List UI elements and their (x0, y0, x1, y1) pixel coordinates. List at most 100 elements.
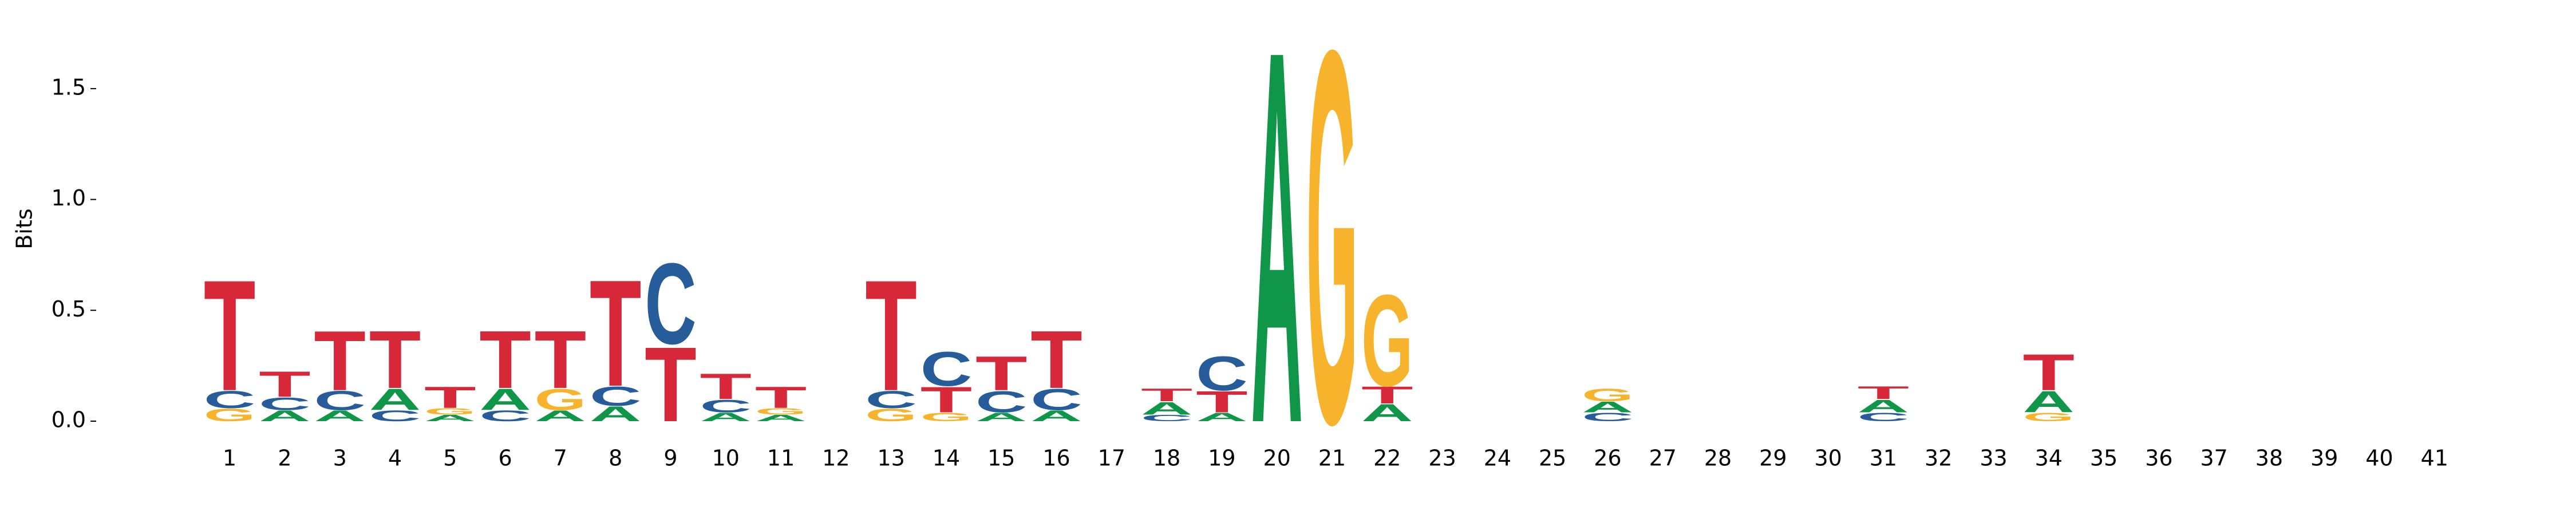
logo-letter: A (424, 413, 476, 423)
logo-letter: T (535, 314, 587, 406)
x-tick-label: 6 (499, 446, 512, 471)
logo-letter: T (2023, 344, 2075, 401)
logo-letter: C (1030, 383, 1082, 417)
logo-letter: A (1251, 0, 1303, 515)
logo-letter: A (2023, 385, 2075, 419)
logo-letter: A (369, 383, 421, 417)
logo-letter: T (645, 325, 697, 444)
logo-letter: C (1141, 413, 1193, 423)
logo-letter: T (1141, 385, 1193, 405)
logo-letter: T (369, 314, 421, 406)
x-tick-label: 9 (663, 446, 677, 471)
x-tick-label: 11 (767, 446, 795, 471)
logo-letter: G (1306, 0, 1358, 515)
logo-letter: G (204, 405, 256, 425)
logo-letter: G (1361, 268, 1413, 414)
logo-letter: A (1030, 407, 1082, 425)
logo-letter: A (535, 407, 587, 425)
x-tick-label: 13 (877, 446, 904, 471)
logo-letter: A (590, 402, 642, 425)
logo-letter: T (1196, 385, 1248, 419)
logo-letter: T (1030, 314, 1082, 406)
x-tick-label: 17 (1098, 446, 1125, 471)
x-tick-label: 25 (1539, 446, 1566, 471)
logo-letter: C (975, 385, 1028, 419)
x-tick-label: 29 (1759, 446, 1787, 471)
x-tick-label: 34 (2035, 446, 2063, 471)
x-tick-label: 22 (1373, 446, 1401, 471)
logo-letter: T (975, 346, 1028, 401)
x-tick-label: 8 (609, 446, 622, 471)
x-tick-label: 16 (1042, 446, 1070, 471)
logo-letter: G (2023, 410, 2075, 424)
y-tick-label: 1.0 (52, 185, 86, 211)
x-tick-label: 4 (388, 446, 402, 471)
logo-letter: T (700, 366, 752, 406)
x-tick-label: 40 (2365, 446, 2393, 471)
logo-letter: C (1582, 410, 1634, 424)
x-tick-label: 10 (712, 446, 740, 471)
x-tick-label: 24 (1484, 446, 1511, 471)
x-tick-label: 32 (1925, 446, 1952, 471)
logo-letter: G (1582, 385, 1634, 405)
x-tick-label: 23 (1428, 446, 1456, 471)
logo-letter: A (1858, 396, 1910, 417)
logo-letter: T (865, 248, 917, 425)
logo-letter: C (1196, 346, 1248, 401)
x-tick-label: 20 (1263, 446, 1291, 471)
x-tick-label: 2 (278, 446, 291, 471)
x-tick-label: 39 (2310, 446, 2338, 471)
logo-letter: C (645, 239, 697, 369)
x-tick-label: 37 (2200, 446, 2228, 471)
logo-letter: T (204, 248, 256, 425)
x-tick-label: 15 (987, 446, 1015, 471)
logo-letter: T (920, 379, 973, 420)
logo-letter: C (314, 385, 366, 416)
y-tick-label: 0.5 (52, 296, 86, 322)
x-tick-label: 27 (1649, 446, 1677, 471)
logo-letter: C (865, 386, 917, 414)
x-tick-label: 18 (1153, 446, 1180, 471)
x-tick-label: 7 (554, 446, 567, 471)
logo-letter: C (259, 394, 311, 414)
logo-letter: A (259, 407, 311, 425)
logo-letter: C (204, 386, 256, 414)
logo-letter: T (259, 364, 311, 405)
logo-letter: C (590, 381, 642, 412)
logo-letter: T (424, 381, 476, 414)
logo-letter: G (755, 406, 807, 417)
logo-letter: A (314, 407, 366, 425)
logo-letter: G (535, 383, 587, 417)
x-tick-label: 35 (2090, 446, 2117, 471)
x-tick-label: 19 (1208, 446, 1235, 471)
x-tick-label: 28 (1704, 446, 1732, 471)
logo-letter: T (314, 313, 366, 409)
logo-letter: A (700, 410, 752, 424)
logo-letter: A (975, 410, 1028, 424)
logo-letter: C (1858, 410, 1910, 424)
x-tick-label: 41 (2421, 446, 2448, 471)
logo-letter: T (1858, 382, 1910, 403)
logo-letter: A (1196, 410, 1248, 424)
logo-letter: A (479, 383, 531, 417)
x-tick-label: 36 (2145, 446, 2172, 471)
logo-letter: G (920, 410, 973, 424)
y-tick-label: 0.0 (52, 407, 86, 433)
x-tick-label: 3 (333, 446, 347, 471)
logo-letter: T (479, 314, 531, 406)
x-tick-label: 31 (1870, 446, 1897, 471)
x-tick-label: 1 (223, 446, 236, 471)
x-tick-label: 38 (2255, 446, 2283, 471)
logo-letter: A (1361, 399, 1413, 427)
logo-letter: A (1141, 398, 1193, 419)
x-tick-label: 14 (933, 446, 960, 471)
x-tick-label: 26 (1594, 446, 1621, 471)
logo-letter: C (369, 407, 421, 425)
logo-letter: G (865, 405, 917, 425)
logo-letter: C (920, 342, 973, 396)
logo-letter: T (590, 248, 642, 418)
logo-letter: A (755, 413, 807, 423)
logo-letter: T (1361, 382, 1413, 409)
